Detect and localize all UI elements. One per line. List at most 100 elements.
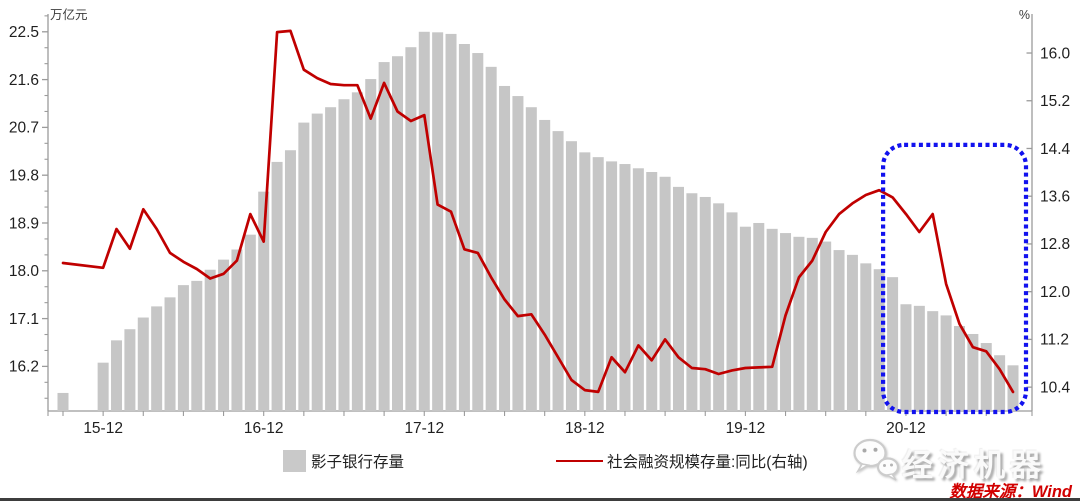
bar bbox=[579, 152, 591, 411]
left-axis-tick-label: 20.7 bbox=[9, 120, 39, 137]
bar bbox=[592, 157, 604, 411]
x-axis-year-label: 17-12 bbox=[404, 420, 444, 437]
bar bbox=[124, 329, 136, 411]
x-axis-year-label: 16-12 bbox=[244, 420, 284, 437]
left-axis-tick-label: 18.0 bbox=[9, 263, 40, 280]
bar bbox=[940, 315, 952, 411]
left-axis-tick-label: 22.5 bbox=[9, 24, 39, 41]
bar bbox=[485, 66, 497, 411]
bar bbox=[900, 304, 912, 411]
bar bbox=[204, 269, 216, 411]
bar bbox=[552, 131, 564, 411]
right-axis-tick-label: 12.8 bbox=[1040, 236, 1070, 253]
bar bbox=[298, 122, 310, 411]
bar bbox=[499, 85, 511, 412]
bar bbox=[606, 161, 618, 411]
bar bbox=[418, 31, 430, 412]
bar bbox=[311, 113, 323, 411]
left-axis-tick-label: 16.2 bbox=[9, 359, 39, 376]
bar bbox=[338, 99, 350, 412]
bar bbox=[392, 56, 404, 411]
bar bbox=[646, 172, 658, 411]
bar bbox=[512, 96, 524, 412]
bar bbox=[432, 32, 444, 411]
right-axis-tick-label: 12.0 bbox=[1040, 284, 1071, 301]
bar bbox=[793, 236, 805, 411]
bar bbox=[686, 193, 698, 411]
left-axis-tick-label: 17.1 bbox=[9, 311, 39, 328]
bar bbox=[137, 317, 149, 411]
bar bbox=[820, 241, 832, 411]
bar bbox=[365, 79, 377, 411]
bar bbox=[258, 191, 270, 411]
bar bbox=[846, 254, 858, 411]
bar bbox=[472, 53, 484, 411]
left-axis-tick-label: 21.6 bbox=[9, 72, 39, 89]
right-axis-unit-label: % bbox=[1019, 8, 1030, 22]
right-axis-tick-label: 13.6 bbox=[1040, 189, 1070, 206]
bar bbox=[164, 297, 176, 411]
x-axis-year-label: 20-12 bbox=[886, 420, 926, 437]
bar bbox=[177, 285, 189, 411]
bar bbox=[632, 168, 644, 411]
bar bbox=[753, 222, 765, 411]
bar bbox=[271, 161, 283, 411]
bar bbox=[833, 250, 845, 411]
bar bbox=[351, 92, 363, 411]
bar bbox=[713, 203, 725, 411]
left-axis-tick-label: 19.8 bbox=[9, 167, 39, 184]
bar bbox=[151, 306, 163, 411]
bar bbox=[980, 343, 992, 411]
highlight-box bbox=[880, 142, 1029, 415]
data-source-note: 数据来源：Wind bbox=[949, 483, 1072, 501]
bar bbox=[927, 311, 939, 411]
left-axis-tick-label: 18.9 bbox=[9, 215, 39, 232]
bar bbox=[378, 62, 390, 412]
bar bbox=[458, 44, 470, 412]
bar bbox=[806, 237, 818, 411]
right-axis-tick-label: 14.4 bbox=[1040, 141, 1071, 158]
bar bbox=[994, 355, 1006, 411]
right-axis-tick-label: 11.2 bbox=[1040, 332, 1069, 349]
bottom-divider bbox=[0, 498, 1080, 501]
bar bbox=[284, 150, 296, 411]
bar bbox=[766, 228, 778, 411]
right-axis-tick-label: 10.4 bbox=[1040, 379, 1071, 396]
bar bbox=[218, 259, 230, 411]
bar bbox=[873, 269, 885, 411]
x-axis-year-label: 19-12 bbox=[726, 420, 766, 437]
bar bbox=[445, 33, 457, 412]
bar bbox=[539, 119, 551, 411]
bar bbox=[699, 196, 711, 411]
bar bbox=[659, 176, 671, 411]
bar bbox=[231, 249, 243, 411]
x-axis-year-label: 18-12 bbox=[565, 420, 605, 437]
bar bbox=[565, 141, 577, 411]
bar bbox=[325, 107, 337, 412]
trend-line bbox=[61, 29, 1015, 394]
bar bbox=[672, 186, 684, 411]
bar bbox=[726, 212, 738, 411]
bar bbox=[405, 47, 417, 412]
left-axis-unit-label: 万亿元 bbox=[50, 7, 88, 22]
bar bbox=[913, 305, 925, 411]
bar bbox=[967, 333, 979, 411]
bar bbox=[244, 234, 256, 411]
right-axis-tick-label: 15.2 bbox=[1040, 93, 1070, 110]
bar bbox=[111, 340, 123, 411]
bar bbox=[57, 392, 69, 411]
bar bbox=[860, 263, 872, 411]
bar bbox=[780, 233, 792, 411]
bar bbox=[953, 326, 965, 411]
bar bbox=[619, 164, 631, 411]
bar bbox=[191, 280, 203, 411]
bar bbox=[887, 277, 899, 411]
bar bbox=[525, 107, 537, 412]
bar bbox=[739, 226, 751, 411]
x-axis-year-label: 15-12 bbox=[83, 420, 123, 437]
right-axis-tick-label: 16.0 bbox=[1040, 45, 1071, 62]
bar bbox=[97, 362, 109, 411]
bar bbox=[1007, 365, 1019, 411]
